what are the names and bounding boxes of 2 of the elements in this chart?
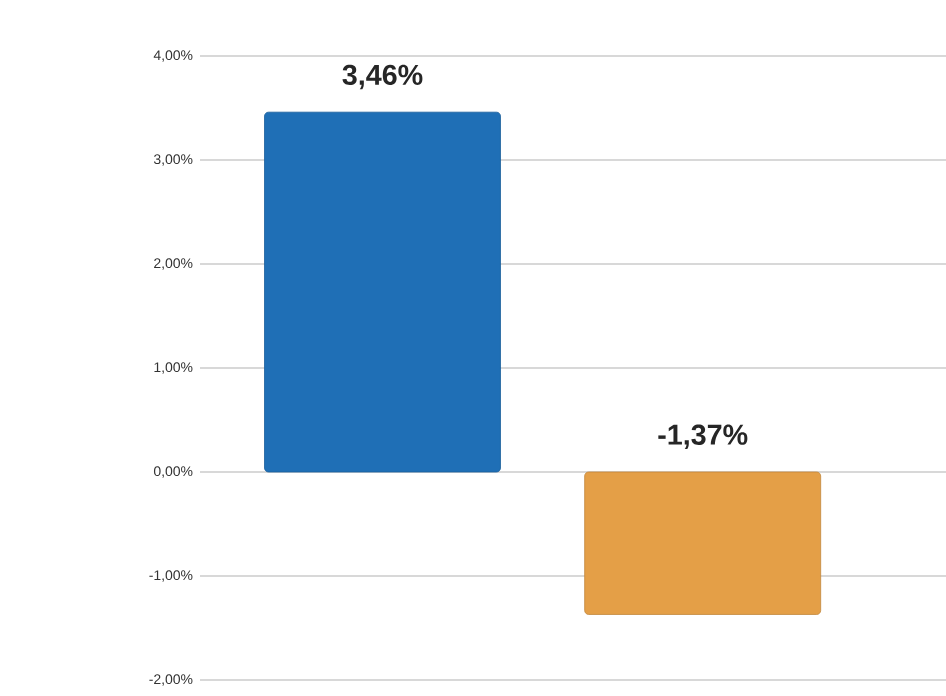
data-label: 3,46% <box>342 64 423 90</box>
data-label: -1,37% <box>658 424 748 450</box>
